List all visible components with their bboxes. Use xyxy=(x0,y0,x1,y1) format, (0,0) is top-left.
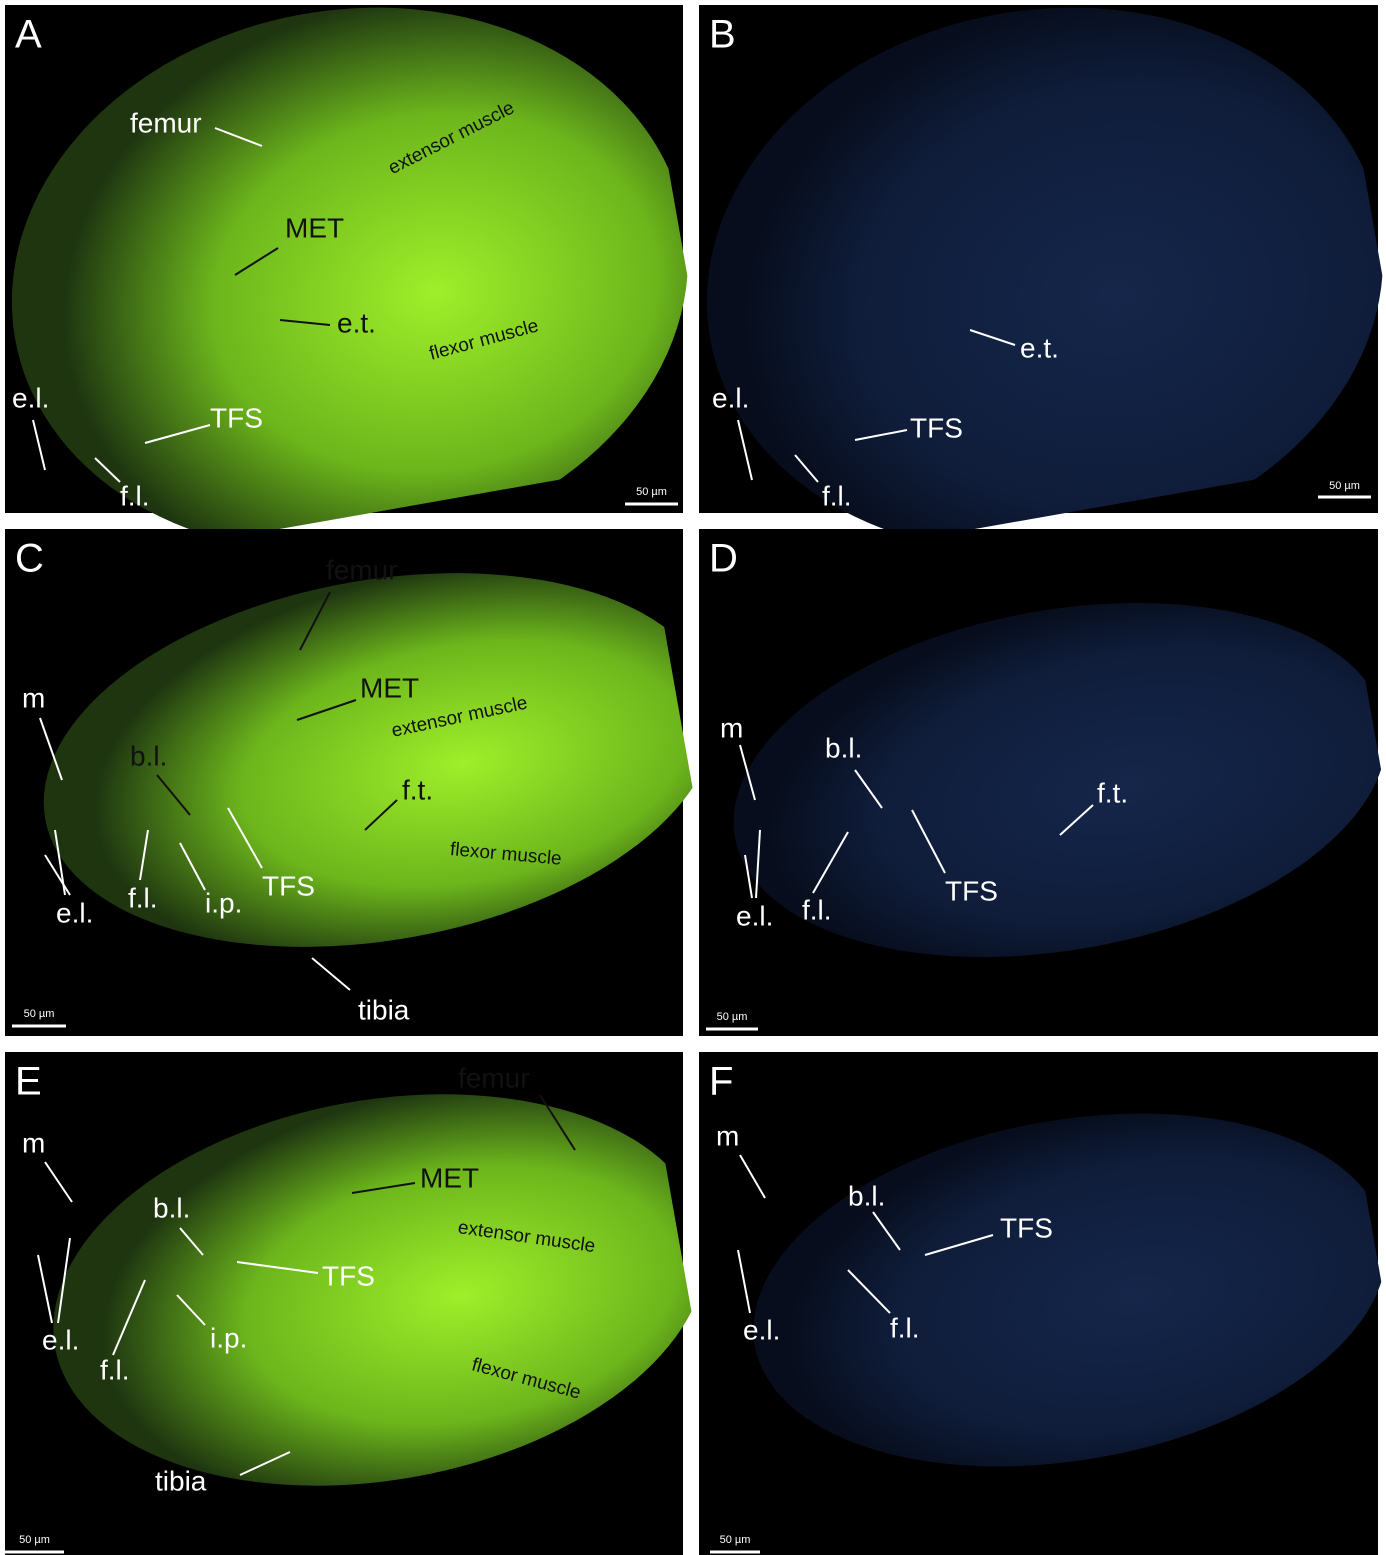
label: b.l. xyxy=(153,1192,190,1223)
label: e.l. xyxy=(42,1324,79,1355)
label: m xyxy=(22,1127,45,1158)
label: f.l. xyxy=(100,1354,130,1385)
label: femur xyxy=(458,1062,530,1093)
label: e.l. xyxy=(736,900,773,931)
label: f.l. xyxy=(822,480,852,511)
label: f.l. xyxy=(128,882,158,913)
label: f.t. xyxy=(402,774,433,805)
panel-letter: B xyxy=(709,13,736,57)
label: f.l. xyxy=(802,894,832,925)
label: b.l. xyxy=(848,1180,885,1211)
label: m xyxy=(720,712,743,743)
label: e.l. xyxy=(712,382,749,413)
label: f.l. xyxy=(120,480,150,511)
scale-bar-label: 50 µm xyxy=(717,1011,748,1023)
label: e.l. xyxy=(12,382,49,413)
panel: Be.t. e.l. TFS f.l. 50 µm xyxy=(663,0,1386,605)
label: TFS xyxy=(945,875,998,906)
label: e.t. xyxy=(1020,332,1059,363)
scale-bar-label: 50 µm xyxy=(19,1534,50,1546)
label: e.l. xyxy=(743,1314,780,1345)
label: MET xyxy=(360,672,419,703)
label: i.p. xyxy=(210,1322,247,1353)
label: TFS xyxy=(210,402,263,433)
label: e.t. xyxy=(337,307,376,338)
label: TFS xyxy=(322,1260,375,1291)
label: b.l. xyxy=(130,740,167,771)
panel-letter: C xyxy=(15,537,44,581)
scale-bar-label: 50 µm xyxy=(1329,480,1360,492)
label: b.l. xyxy=(825,732,862,763)
panel-letter: F xyxy=(709,1060,733,1104)
label: f.t. xyxy=(1097,777,1128,808)
panel: Dm b.l. f.t. e.l. f.l. TFS 50 µm xyxy=(699,529,1386,1036)
label: femur xyxy=(326,554,398,585)
label: f.l. xyxy=(890,1312,920,1343)
scale-bar-label: 50 µm xyxy=(24,1008,55,1020)
label: tibia xyxy=(155,1465,207,1496)
label: MET xyxy=(420,1162,479,1193)
label: m xyxy=(22,682,45,713)
panel-letter: E xyxy=(15,1060,42,1104)
figure: AfemurMETextensor musclee.t.flexor muscl… xyxy=(0,0,1386,1555)
label: tibia xyxy=(358,994,410,1025)
label: MET xyxy=(285,212,344,243)
label: TFS xyxy=(910,412,963,443)
label: e.l. xyxy=(56,897,93,928)
label: i.p. xyxy=(205,887,242,918)
panel: Fm b.l. TFS e.l. f.l. 50 µm xyxy=(699,1052,1386,1555)
panel-letter: D xyxy=(709,537,738,581)
label: TFS xyxy=(1000,1212,1053,1243)
scale-bar-label: 50 µm xyxy=(720,1534,751,1546)
label: TFS xyxy=(262,870,315,901)
scale-bar-label: 50 µm xyxy=(636,486,667,498)
label: m xyxy=(716,1120,739,1151)
label: femur xyxy=(130,107,202,138)
panel-letter: A xyxy=(15,13,42,57)
